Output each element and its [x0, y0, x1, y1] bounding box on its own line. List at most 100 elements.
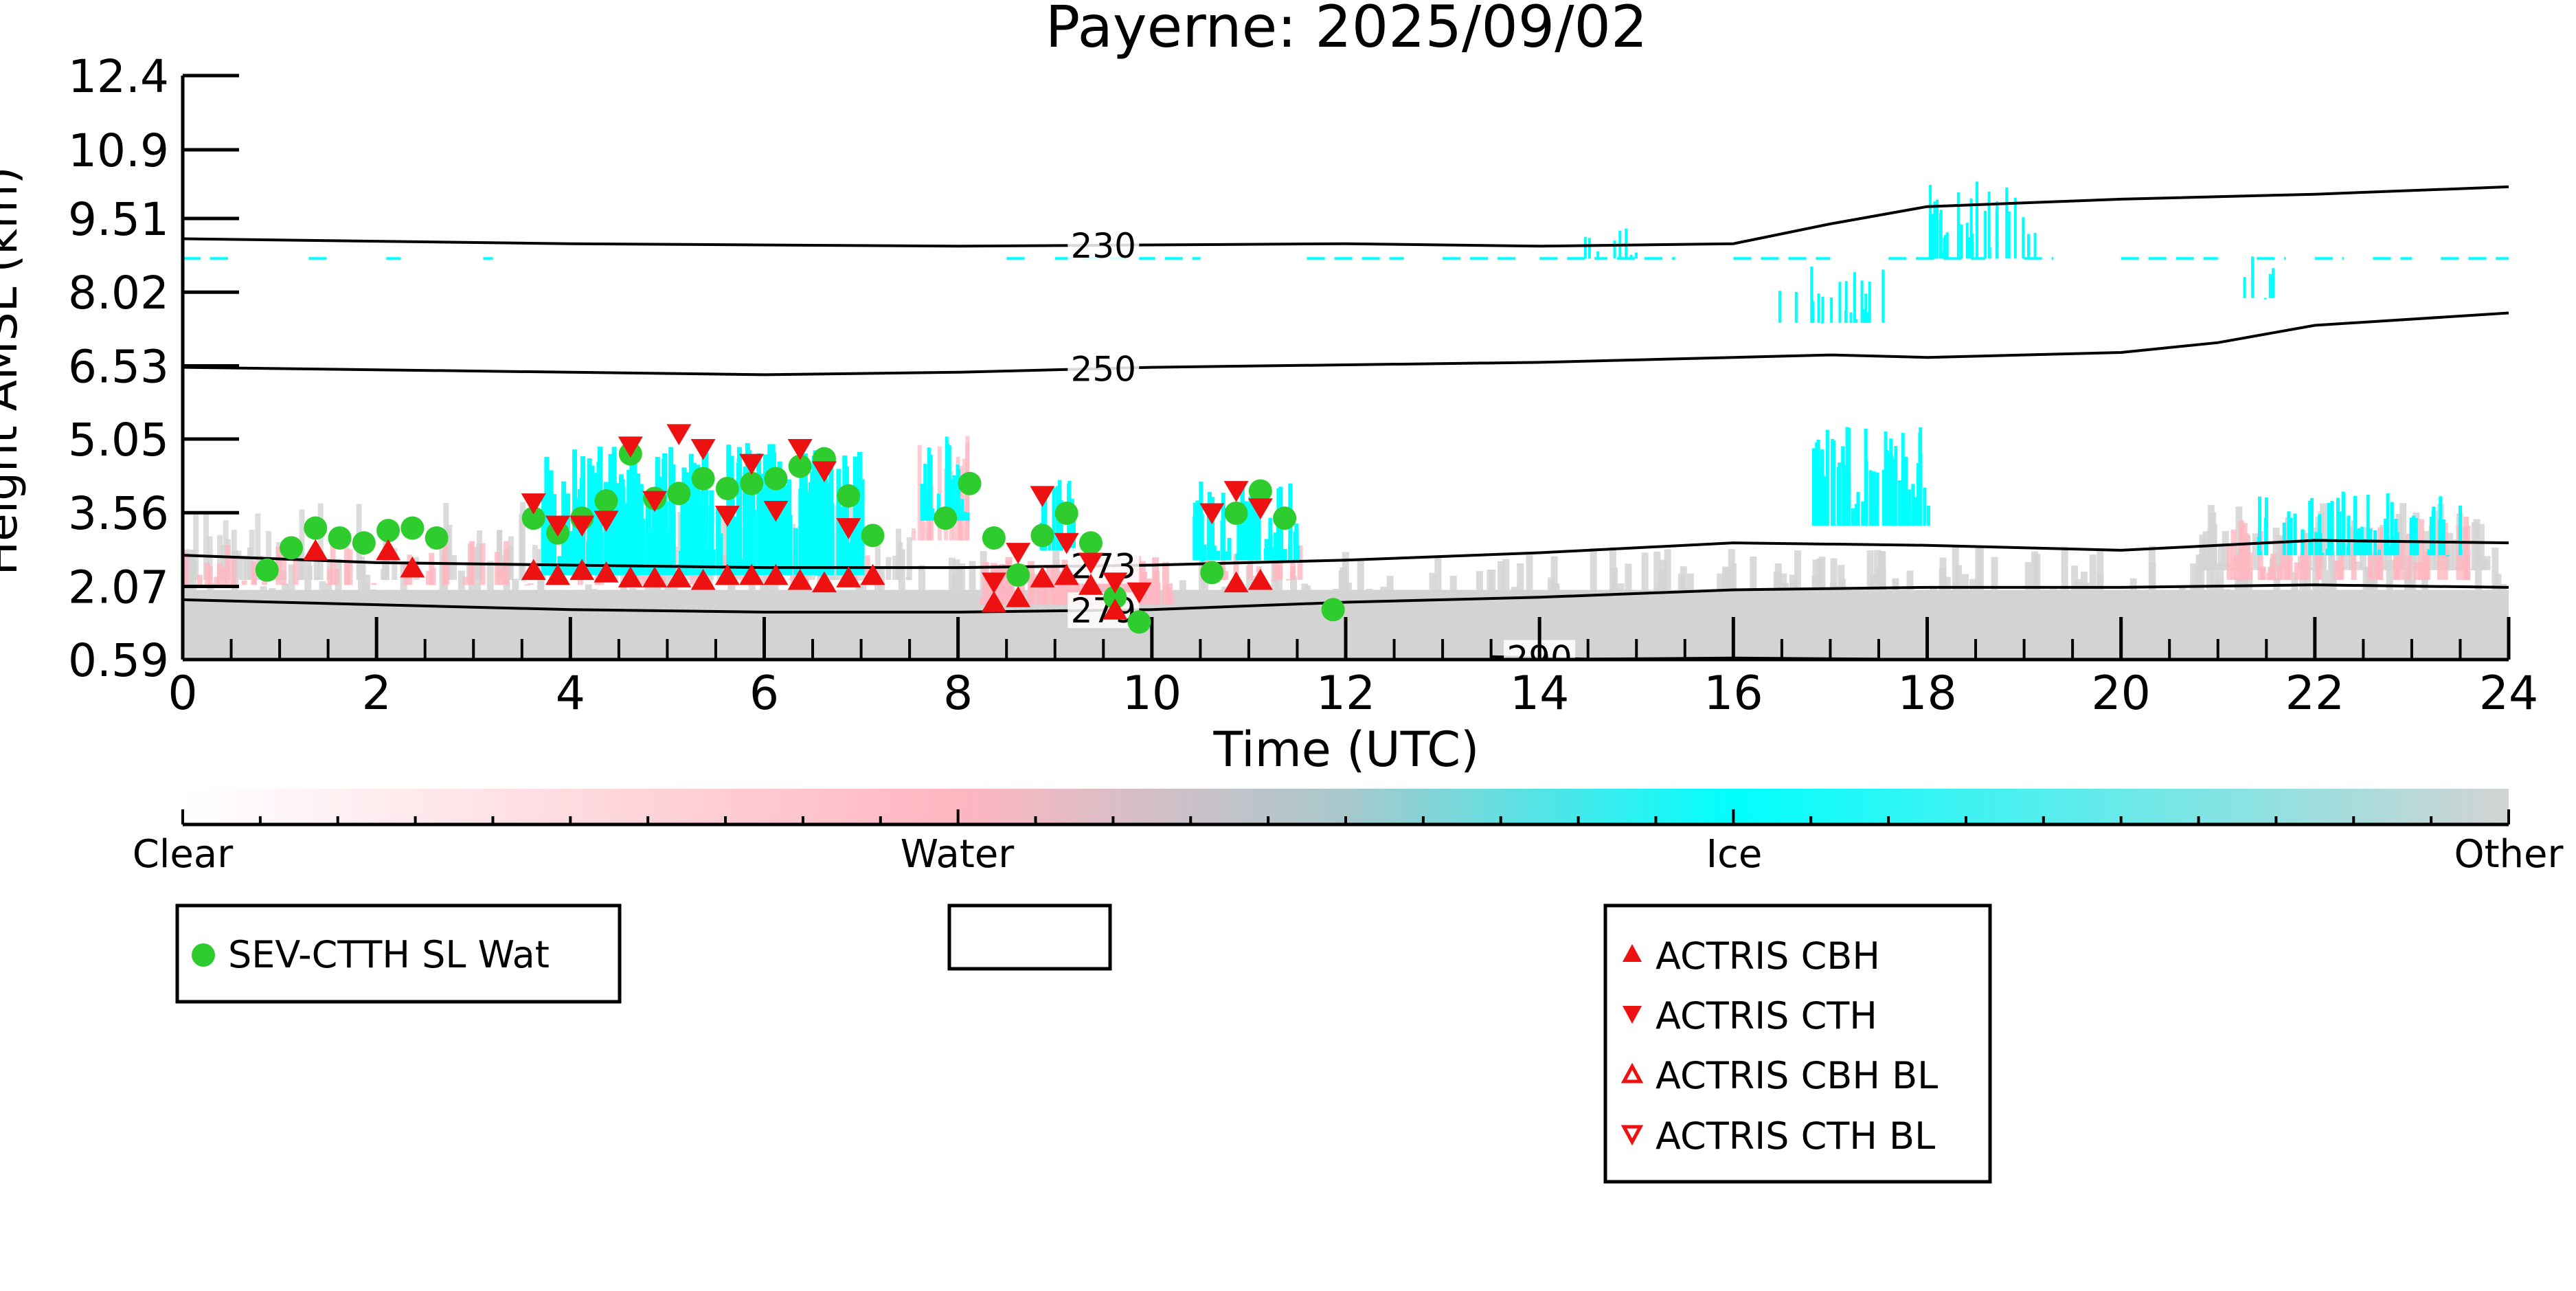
field-streak	[680, 493, 686, 575]
field-streak	[1818, 523, 1822, 526]
field-streak	[790, 553, 796, 585]
field-streak	[207, 582, 214, 595]
field-streak	[1916, 463, 1920, 526]
field-streak	[2264, 497, 2268, 556]
field-streak	[936, 493, 940, 521]
field-streak	[2409, 546, 2417, 595]
field-streak	[524, 584, 530, 586]
field-streak	[634, 574, 640, 576]
sev-ctth-point	[1321, 598, 1345, 622]
field-streak	[1429, 572, 1436, 595]
contour-label-bg	[1067, 592, 1140, 629]
field-streak	[1956, 192, 1960, 259]
actris-cth-point	[521, 493, 546, 515]
field-streak	[1844, 281, 1848, 323]
legend-sev-marker	[192, 943, 215, 967]
legend-cth-marker	[1623, 1006, 1642, 1024]
field-streak	[1275, 567, 1283, 595]
field-streak	[1988, 247, 1991, 259]
field-streak	[1227, 537, 1232, 561]
field-streak	[2377, 549, 2382, 556]
contour-label-273: 273	[1071, 546, 1136, 586]
field-streak	[2246, 567, 2253, 595]
y-tick-label: 8.02	[68, 267, 169, 319]
actris-cbh-point	[787, 568, 813, 590]
field-streak	[501, 562, 508, 585]
x-tick-label: 16	[1704, 666, 1763, 721]
field-streak	[1903, 459, 1908, 526]
field-streak	[1897, 480, 1901, 526]
actris-cbh-point	[690, 568, 716, 590]
field-streak	[2026, 234, 2030, 259]
field-streak	[1820, 322, 1824, 324]
field-streak	[2237, 579, 2243, 581]
field-streak	[369, 589, 376, 595]
field-streak	[1195, 500, 1200, 561]
field-streak	[2071, 565, 2079, 595]
field-streak	[1811, 575, 1819, 595]
field-streak	[2206, 561, 2213, 595]
field-streak	[477, 530, 483, 581]
field-streak	[668, 447, 674, 575]
actris-cth-point	[1223, 481, 1249, 502]
field-streak	[2404, 568, 2411, 595]
field-streak	[2341, 491, 2345, 556]
field-streak	[2445, 554, 2450, 557]
field-streak	[1861, 505, 1865, 526]
field-streak	[521, 579, 527, 581]
actris-cth-point	[787, 438, 813, 460]
field-streak	[1855, 319, 1858, 323]
actris-cbh-point	[594, 561, 619, 583]
actris-cbh-point	[714, 563, 740, 585]
field-streak	[1825, 429, 1829, 526]
field-streak	[1201, 570, 1209, 595]
field-streak	[917, 445, 922, 541]
field-streak	[1889, 438, 1893, 526]
field-streak	[1279, 529, 1284, 561]
field-streak	[1245, 565, 1253, 595]
field-streak	[371, 583, 377, 585]
field-streak	[1854, 504, 1858, 526]
field-streak	[688, 539, 694, 575]
field-streak	[966, 513, 970, 521]
field-streak	[694, 472, 700, 575]
field-streak	[1277, 555, 1283, 581]
field-streak	[2399, 539, 2406, 581]
field-streak	[221, 567, 227, 585]
field-streak	[665, 567, 673, 595]
field-streak	[997, 565, 1004, 605]
actris-cth-point	[1199, 503, 1225, 525]
field-streak	[225, 545, 231, 585]
field-streak	[2247, 552, 2253, 581]
field-streak	[2375, 552, 2382, 581]
actris-cth-point	[1127, 582, 1152, 604]
field-streak	[1195, 532, 1200, 561]
field-streak	[809, 506, 814, 575]
field-streak	[1270, 580, 1276, 582]
field-streak	[817, 574, 823, 576]
field-streak	[293, 552, 299, 585]
field-streak	[1821, 296, 1824, 323]
field-streak	[2403, 592, 2410, 595]
field-streak	[2366, 494, 2370, 556]
field-streak	[644, 593, 651, 595]
field-streak	[816, 453, 822, 575]
field-streak	[1179, 580, 1186, 595]
field-streak	[1874, 506, 1878, 526]
field-streak	[1247, 548, 1253, 581]
colorbar-label-clear: Clear	[133, 832, 234, 877]
field-streak	[216, 563, 223, 585]
actris-cth-point	[666, 424, 692, 446]
sev-ctth-point	[304, 516, 328, 540]
field-streak	[1750, 556, 1757, 595]
field-streak	[2223, 589, 2230, 595]
field-streak	[2407, 581, 2415, 595]
field-streak	[1342, 552, 1349, 595]
y-axis-label: Height AMSL (km)	[0, 167, 27, 576]
colorbar-ticks	[181, 809, 2510, 824]
field-streak	[1845, 427, 1849, 526]
field-streak	[2022, 217, 2025, 259]
field-streak	[1641, 552, 1649, 595]
field-streak	[508, 536, 514, 581]
field-streak	[927, 447, 931, 521]
